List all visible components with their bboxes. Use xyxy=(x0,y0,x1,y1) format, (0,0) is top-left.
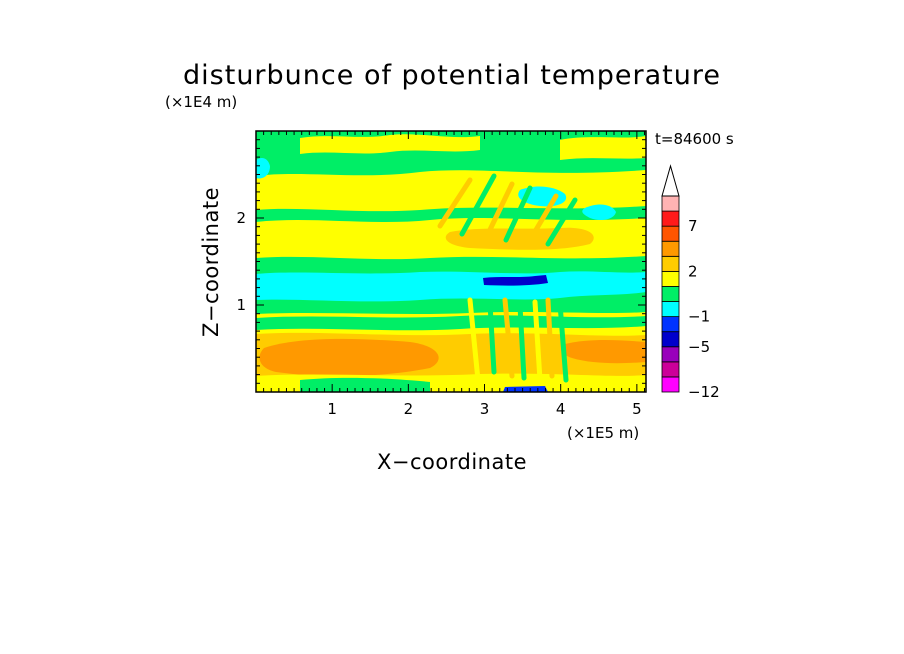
colorbar-label: −12 xyxy=(688,383,720,401)
y-tick-label: 1 xyxy=(236,296,246,314)
x-axis-label: X−coordinate xyxy=(377,450,527,474)
contour-field xyxy=(256,131,646,392)
streak xyxy=(545,197,578,247)
colorbar-segment xyxy=(661,286,680,302)
streak xyxy=(545,297,555,379)
field-streaks xyxy=(437,173,578,383)
field-patch-blue-bottom xyxy=(503,386,548,392)
colorbar-label: −1 xyxy=(688,308,710,326)
colorbar-segment xyxy=(661,255,680,272)
colorbar-label: 7 xyxy=(688,217,698,235)
field-patch-cyan-left xyxy=(256,158,270,179)
field-band-yellow-high xyxy=(300,134,480,154)
streak xyxy=(467,297,481,383)
colorbar: −12−5−127 xyxy=(661,164,720,401)
x-unit-label: (×1E5 m) xyxy=(567,424,639,442)
streak xyxy=(502,297,515,379)
x-tick-label: 2 xyxy=(404,400,414,418)
field-patch-orange-right xyxy=(560,340,646,364)
colorbar-segment xyxy=(661,361,680,378)
streak xyxy=(483,181,515,241)
x-tick-label: 5 xyxy=(632,400,642,418)
chart-title: disturbunce of potential temperature xyxy=(183,60,721,91)
streak xyxy=(437,177,473,229)
field-patch-orange-left xyxy=(259,338,439,377)
colorbar-segment xyxy=(661,210,680,227)
x-tick-label: 3 xyxy=(480,400,490,418)
streak xyxy=(503,185,533,243)
field-patch-warm-upper xyxy=(445,227,594,250)
y-axis: 12 xyxy=(236,139,646,384)
y-tick-label: 2 xyxy=(236,209,246,227)
y-unit-label: (×1E4 m) xyxy=(165,93,237,111)
y-axis-label: Z−coordinate xyxy=(199,187,223,337)
colorbar-segment xyxy=(661,270,680,287)
time-label: t=84600 s xyxy=(655,130,734,148)
streak xyxy=(527,193,559,243)
field-patch-cyan-upper-b xyxy=(582,204,616,220)
colorbar-label: 2 xyxy=(688,262,698,280)
colorbar-label: −5 xyxy=(688,338,710,356)
x-tick-label: 4 xyxy=(556,400,566,418)
colorbar-segment xyxy=(661,195,680,212)
field-patch-blue-streak xyxy=(483,275,548,286)
streak xyxy=(532,299,543,383)
colorbar-segment xyxy=(661,316,680,333)
colorbar-segment xyxy=(661,376,680,393)
field-band-green-thin xyxy=(256,315,646,331)
colorbar-segment xyxy=(661,346,680,363)
streak xyxy=(459,173,497,237)
colorbar-segment xyxy=(661,301,680,318)
streak xyxy=(517,303,527,381)
x-axis: 1 2 3 4 5 xyxy=(263,131,645,418)
field-patch-yellow-topright xyxy=(560,136,646,160)
field-band-cyan-middle xyxy=(256,271,646,302)
colorbar-segment xyxy=(661,240,680,257)
colorbar-extend-arrow xyxy=(661,164,680,197)
streak xyxy=(557,301,569,383)
colorbar-segment xyxy=(661,225,680,242)
streak xyxy=(487,301,497,375)
x-tick-label: 1 xyxy=(327,400,337,418)
colorbar-segment xyxy=(661,331,680,348)
